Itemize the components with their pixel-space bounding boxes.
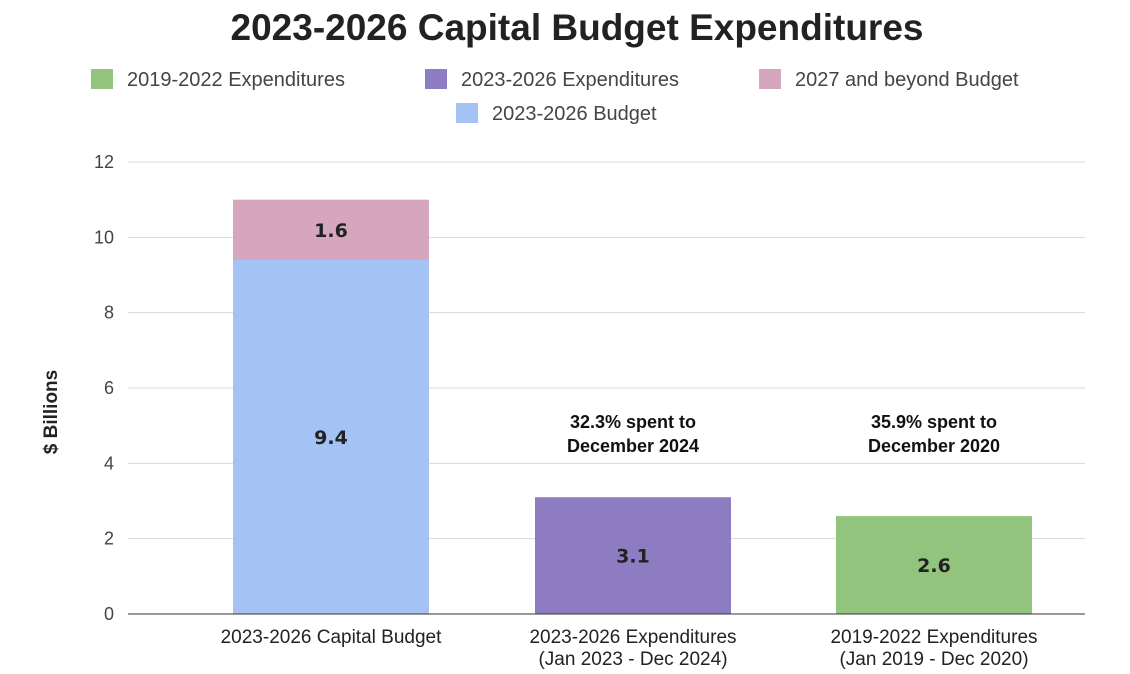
data-label: 9.4 <box>314 427 348 449</box>
legend-label: 2023-2026 Budget <box>492 103 657 125</box>
legend-swatch <box>91 69 113 89</box>
legend: 2019-2022 Expenditures 2023-2026 Expendit… <box>91 69 1019 125</box>
y-axis-label: $ Billions <box>41 370 62 454</box>
y-tick-label: 10 <box>94 227 114 247</box>
y-tick-label: 4 <box>104 453 114 473</box>
data-label: 3.1 <box>616 546 650 568</box>
y-tick-label: 12 <box>94 152 114 172</box>
legend-item: 2019-2022 Expenditures <box>91 69 345 91</box>
annotation-text-line2: December 2024 <box>567 436 699 456</box>
legend-label: 2027 and beyond Budget <box>795 69 1019 91</box>
x-category-label: 2023-2026 Expenditures <box>529 627 736 648</box>
legend-swatch <box>425 69 447 89</box>
legend-swatch <box>456 103 478 123</box>
x-category-label: 2023-2026 Capital Budget <box>221 627 443 648</box>
bar-segment <box>836 516 1032 614</box>
x-axis-category-labels: 2023-2026 Capital Budget 2023-2026 Expend… <box>221 627 1038 670</box>
bar-segment <box>233 199 429 260</box>
y-tick-label: 8 <box>104 303 114 323</box>
y-axis-ticks: 0 2 4 6 8 10 12 <box>94 152 114 624</box>
x-category-label-line2: (Jan 2023 - Dec 2024) <box>538 649 727 670</box>
annotations: 32.3% spent to December 2024 35.9% spent t… <box>567 412 1000 456</box>
legend-item: 2023-2026 Budget <box>456 103 657 125</box>
chart-title: 2023-2026 Capital Budget Expenditures <box>231 7 924 48</box>
data-label: 1.6 <box>314 220 348 242</box>
y-tick-label: 0 <box>104 604 114 624</box>
legend-label: 2019-2022 Expenditures <box>127 69 345 91</box>
annotation-text: 35.9% spent to <box>871 412 997 432</box>
bars <box>233 199 1032 614</box>
x-category-label: 2019-2022 Expenditures <box>830 627 1037 648</box>
x-category-label-line2: (Jan 2019 - Dec 2020) <box>839 649 1028 670</box>
annotation-text-line2: December 2020 <box>868 436 1000 456</box>
legend-label: 2023-2026 Expenditures <box>461 69 679 91</box>
legend-item: 2023-2026 Expenditures <box>425 69 679 91</box>
y-tick-label: 6 <box>104 378 114 398</box>
legend-item: 2027 and beyond Budget <box>759 69 1019 91</box>
data-labels: 9.4 1.6 3.1 2.6 <box>314 220 951 577</box>
data-label: 2.6 <box>917 555 951 577</box>
legend-swatch <box>759 69 781 89</box>
annotation-text: 32.3% spent to <box>570 412 696 432</box>
bar-segment <box>535 497 731 614</box>
y-tick-label: 2 <box>104 529 114 549</box>
bar-segment <box>233 259 429 614</box>
